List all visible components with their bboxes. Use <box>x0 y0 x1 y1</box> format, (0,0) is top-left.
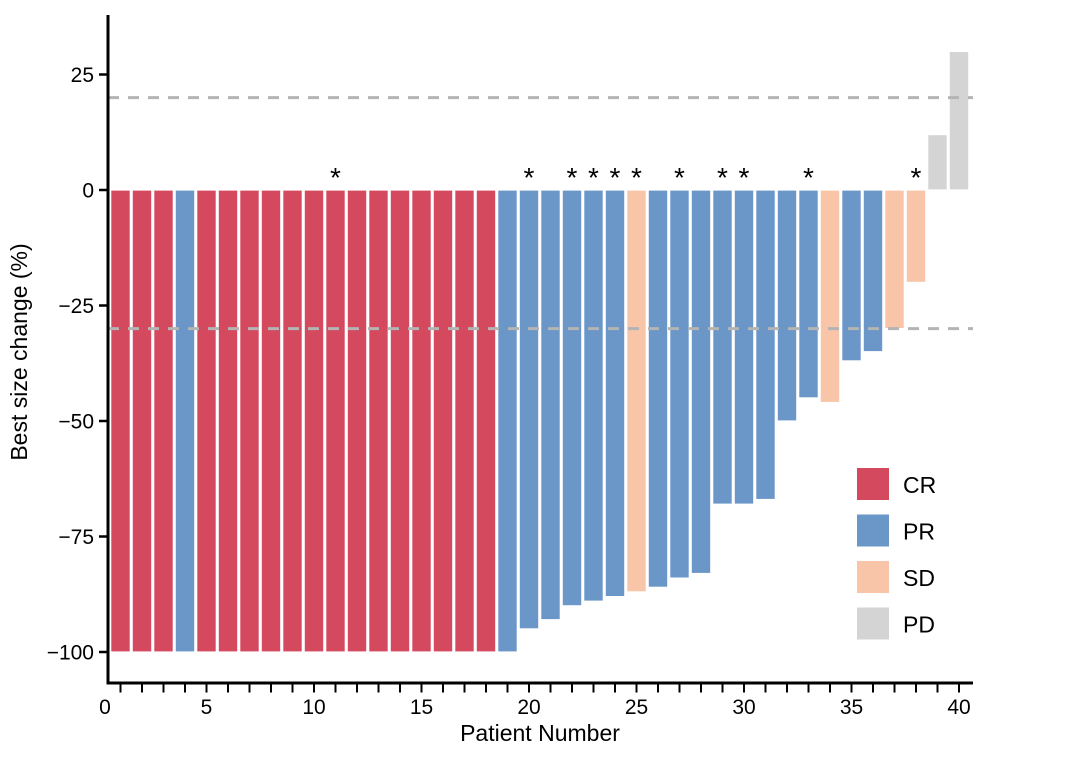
bar-patient-9 <box>282 189 303 653</box>
x-tick-label-35: 35 <box>840 696 863 719</box>
bar-patient-20 <box>518 189 540 630</box>
bar-patient-36 <box>862 189 884 353</box>
x-tick-label-15: 15 <box>410 696 433 719</box>
bar-patient-3 <box>153 189 174 653</box>
bar-patient-23 <box>583 189 604 602</box>
bar-patient-32 <box>776 189 798 422</box>
x-tick-label-40: 40 <box>947 696 970 719</box>
y-tick-label-0: 0 <box>82 180 94 203</box>
y-tick-label--100: −100 <box>47 642 94 665</box>
bar-patient-34 <box>819 189 841 404</box>
bar-patient-18 <box>475 189 497 653</box>
bar-patient-21 <box>540 189 561 621</box>
y-tick-label--50: −50 <box>58 411 94 434</box>
bar-patient-13 <box>368 189 389 653</box>
bar-patient-31 <box>755 189 776 501</box>
bar-patient-28 <box>690 189 712 575</box>
legend-label-cr: CR <box>903 472 936 498</box>
bar-patient-4 <box>174 189 196 653</box>
bar-patient-26 <box>647 189 669 588</box>
bar-patient-8 <box>260 189 282 653</box>
bar-patient-30 <box>733 189 755 505</box>
bar-patient-29 <box>712 189 733 505</box>
bar-patient-38 <box>905 189 927 284</box>
significance-asterisk-patient-22: * <box>567 162 578 193</box>
x-tick-label-25: 25 <box>625 696 648 719</box>
y-tick-label-25: 25 <box>71 64 94 87</box>
significance-asterisk-patient-38: * <box>911 162 922 193</box>
legend-swatch-pd <box>857 607 889 640</box>
x-tick-label-0: 0 <box>99 696 111 719</box>
bar-patient-27 <box>669 189 690 579</box>
significance-asterisk-patient-29: * <box>717 162 728 193</box>
bar-patient-25 <box>626 189 647 593</box>
significance-asterisk-patient-23: * <box>588 162 599 193</box>
bar-patient-11 <box>325 189 346 653</box>
x-tick-label-20: 20 <box>517 696 540 719</box>
significance-asterisk-patient-20: * <box>524 162 535 193</box>
significance-asterisk-patient-24: * <box>610 162 621 193</box>
bar-patient-5 <box>196 189 217 653</box>
bar-patient-15 <box>411 189 432 653</box>
bar-patient-40 <box>948 50 970 191</box>
legend-swatch-pr <box>857 514 889 547</box>
bar-patient-22 <box>561 189 583 607</box>
bar-patient-39 <box>927 134 948 191</box>
legend-label-pd: PD <box>903 612 935 638</box>
legend-swatch-sd <box>857 561 889 593</box>
significance-asterisk-patient-27: * <box>674 162 685 193</box>
y-axis-title: Best size change (%) <box>6 243 32 460</box>
significance-asterisk-patient-33: * <box>803 162 814 193</box>
legend-label-sd: SD <box>903 565 935 591</box>
bar-patient-37 <box>884 189 905 330</box>
y-tick-label--75: −75 <box>58 526 94 549</box>
bar-patient-7 <box>239 189 260 653</box>
bar-patient-19 <box>497 189 518 653</box>
bar-patient-16 <box>432 189 454 653</box>
bar-patient-6 <box>217 189 239 653</box>
bar-patient-1 <box>110 189 131 653</box>
y-tick-label--25: −25 <box>58 295 94 318</box>
significance-asterisk-patient-25: * <box>631 162 642 193</box>
significance-asterisk-patient-30: * <box>739 162 750 193</box>
x-tick-label-10: 10 <box>302 696 325 719</box>
bar-patient-14 <box>389 189 411 653</box>
x-tick-label-30: 30 <box>732 696 755 719</box>
x-axis-title: Patient Number <box>460 720 620 746</box>
legend-label-pr: PR <box>903 519 935 545</box>
bar-patient-33 <box>798 189 819 399</box>
bar-patient-12 <box>346 189 368 653</box>
significance-asterisk-patient-11: * <box>330 162 341 193</box>
bar-patient-35 <box>841 189 862 362</box>
bar-patient-10 <box>303 189 325 653</box>
x-tick-label-5: 5 <box>201 696 213 719</box>
legend-swatch-cr <box>857 468 889 500</box>
bar-patient-2 <box>131 189 153 653</box>
bar-patient-24 <box>604 189 626 598</box>
bar-patient-17 <box>454 189 475 653</box>
